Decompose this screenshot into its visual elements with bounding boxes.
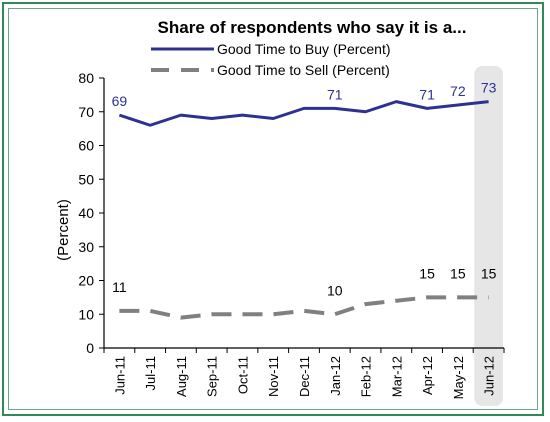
data-label: 10 — [327, 282, 343, 298]
data-label: 72 — [450, 83, 466, 99]
x-tick-label: Sep-11 — [205, 356, 220, 397]
data-label: 11 — [112, 279, 127, 295]
chart-frame — [2, 2, 544, 416]
y-tick-label: 80 — [78, 70, 94, 86]
data-label: 71 — [419, 86, 435, 102]
data-label: 15 — [481, 265, 497, 281]
x-tick-label: Jul-11 — [143, 356, 158, 390]
x-tick-label: Jan-12 — [328, 356, 343, 396]
data-label: 71 — [327, 86, 343, 102]
y-tick-label: 70 — [78, 104, 94, 120]
legend-label: Good Time to Sell (Percent) — [217, 62, 390, 78]
x-tick-label: Mar-12 — [389, 356, 404, 397]
x-tick-label: Jun-11 — [112, 356, 127, 395]
y-axis-label: (Percent) — [55, 199, 72, 261]
axes: 0 10 20 30 40 50 60 70 80 Jun-11 Jul-11 Aug-11 Sep-1… — [78, 70, 505, 399]
chart-frame-inner — [8, 8, 538, 410]
x-tick-label: Apr-12 — [420, 356, 435, 395]
x-tick-label: Aug-11 — [174, 356, 189, 397]
legend: Good Time to Buy (Percent) Good Time to S… — [151, 41, 391, 78]
y-tick-label: 40 — [78, 205, 94, 221]
chart-title: Share of respondents who say it is a... — [158, 18, 467, 37]
data-label: 69 — [112, 93, 128, 109]
x-tick-label: Dec-11 — [297, 356, 312, 397]
data-label: 15 — [450, 265, 466, 281]
x-tick-label: May-12 — [451, 356, 466, 399]
data-label: 73 — [481, 80, 497, 96]
x-tick-label: Jun-12 — [482, 356, 497, 396]
data-label: 15 — [419, 265, 435, 281]
x-tick-label: Feb-12 — [359, 356, 374, 397]
highlight-band — [474, 66, 503, 406]
y-tick-label: 10 — [78, 306, 94, 322]
y-tick-label: 60 — [78, 138, 94, 154]
legend-label: Good Time to Buy (Percent) — [217, 41, 391, 57]
x-tick-label: Oct-11 — [235, 356, 250, 394]
series-line-1 — [118, 100, 489, 127]
y-tick-label: 0 — [86, 340, 94, 356]
y-tick-label: 50 — [78, 171, 94, 187]
x-tick-label: Nov-11 — [266, 356, 281, 397]
y-tick-label: 20 — [78, 273, 94, 289]
series-line-2 — [119, 295, 489, 320]
y-tick-label: 30 — [78, 239, 94, 255]
series-layer: 69 71 71 72 73 11 10 15 15 15 — [112, 80, 497, 320]
